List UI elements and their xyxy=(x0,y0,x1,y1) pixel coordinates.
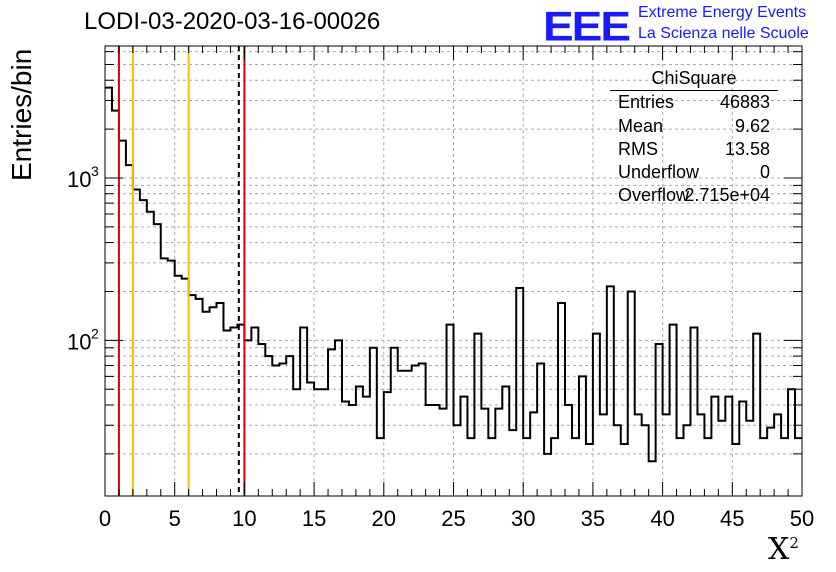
stats-label: Entries xyxy=(618,92,675,112)
logo-line-1: Extreme Energy Events xyxy=(638,4,807,21)
stats-value: 9.62 xyxy=(734,116,770,136)
stats-label: Mean xyxy=(618,116,664,136)
x-tick-label: 50 xyxy=(790,506,814,531)
stats-row-mean: Mean 9.62 xyxy=(618,116,770,138)
y-tick-label-exponent: 3 xyxy=(91,163,99,179)
histogram-series xyxy=(105,86,802,463)
x-axis-label-exponent: 2 xyxy=(789,534,799,552)
x-tick-label: 5 xyxy=(169,506,181,531)
x-tick-label: 20 xyxy=(372,506,396,531)
stats-label: Underflow xyxy=(618,162,700,182)
x-tick-label: 35 xyxy=(581,506,605,531)
x-tick-label: 25 xyxy=(441,506,465,531)
stats-box: ChiSquare Entries 46883 Mean 9.62 RMS 13… xyxy=(610,66,778,212)
stats-row-underflow: Underflow 0 xyxy=(618,162,770,184)
stats-value: 46883 xyxy=(719,92,770,112)
x-tick-label: 45 xyxy=(720,506,744,531)
stats-title: ChiSquare xyxy=(651,68,737,88)
stats-row-entries: Entries 46883 xyxy=(618,92,770,114)
stats-label: RMS xyxy=(618,139,658,159)
stats-value: 2.715e+04 xyxy=(684,185,770,205)
stats-value: 0 xyxy=(759,162,770,182)
x-tick-label: 30 xyxy=(511,506,535,531)
x-axis-label-base: X xyxy=(768,532,790,567)
chart-title: LODI-03-2020-03-16-00026 xyxy=(84,8,381,35)
stats-row-overflow: Overflow 2.715e+04 xyxy=(618,185,770,207)
stats-title-underline xyxy=(610,90,778,91)
stats-value: 13.58 xyxy=(724,139,770,159)
x-tick-label: 15 xyxy=(302,506,326,531)
x-tick-label: 10 xyxy=(232,506,256,531)
eee-logo: EEE xyxy=(543,2,631,50)
x-tick-label: 0 xyxy=(99,506,111,531)
logo-line-2: La Scienza nelle Scuole xyxy=(638,25,809,42)
y-tick-label-exponent: 2 xyxy=(91,325,99,341)
y-axis-label: Entries/bin xyxy=(6,48,37,181)
y-tick-label-base: 10 xyxy=(67,167,91,192)
x-tick-label: 40 xyxy=(650,506,674,531)
y-tick-label-base: 10 xyxy=(67,329,91,354)
stats-label: Overflow xyxy=(618,185,690,205)
x-axis-label: X2 xyxy=(768,532,799,567)
stats-row-rms: RMS 13.58 xyxy=(618,139,770,161)
